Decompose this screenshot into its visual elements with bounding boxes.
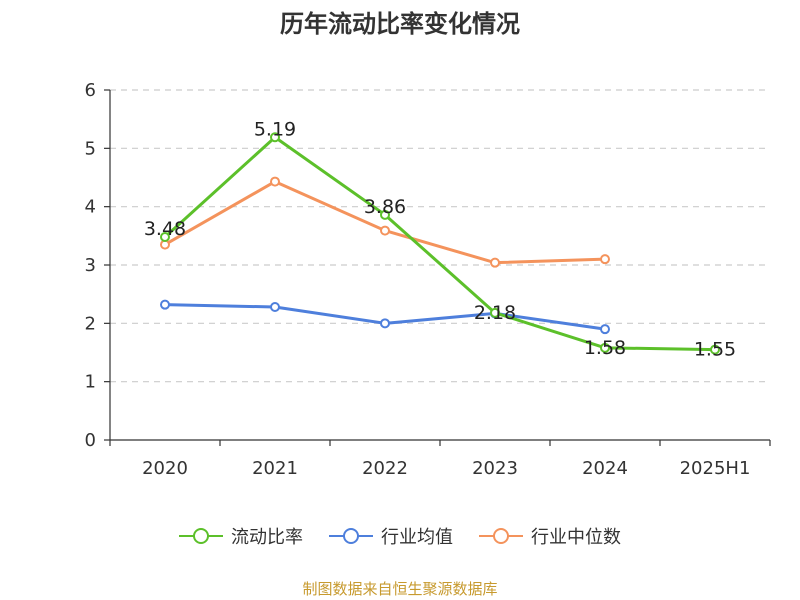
series-line-2	[164, 180, 606, 265]
source-note: 制图数据来自恒生聚源数据库	[302, 580, 498, 598]
legend-swatch-industry-mean	[329, 528, 373, 544]
series-line-0	[163, 135, 716, 352]
y-tick-label: 6	[85, 80, 96, 101]
x-tick-label: 2022	[362, 458, 408, 479]
data-label: 5.19	[254, 118, 296, 140]
legend-swatch-industry-median	[479, 528, 523, 544]
data-point-0	[270, 132, 280, 143]
x-tick-label: 2021	[252, 458, 298, 479]
data-point-0	[380, 209, 390, 220]
data-point-1	[380, 318, 390, 329]
data-point-0	[490, 307, 500, 318]
data-point-2	[490, 257, 500, 268]
legend[interactable]: 流动比率 行业均值 行业中位数	[0, 520, 800, 552]
x-tick-label: 2023	[472, 458, 518, 479]
y-tick-label: 2	[85, 313, 96, 334]
y-tick-label: 0	[85, 430, 96, 451]
legend-swatch-current-ratio	[179, 528, 223, 544]
y-tick-label: 3	[85, 255, 96, 276]
data-label: 3.86	[364, 196, 406, 218]
x-tick-label: 2025H1	[680, 458, 751, 479]
data-point-0	[710, 344, 720, 355]
legend-label-industry-mean: 行业均值	[381, 527, 453, 548]
data-point-1	[270, 302, 280, 312]
data-point-2	[600, 254, 610, 265]
data-point-2	[270, 176, 280, 187]
data-label: 3.48	[144, 218, 186, 240]
x-tick-label: 2020	[142, 458, 188, 479]
data-label: 2.18	[474, 302, 516, 324]
data-point-0	[160, 232, 170, 242]
data-label: 1.58	[584, 337, 626, 359]
data-point-1	[160, 299, 170, 310]
legend-item-industry-mean[interactable]: 行业均值	[329, 523, 453, 549]
y-tick-label: 1	[85, 372, 96, 393]
y-tick-label: 5	[85, 138, 96, 159]
data-point-0	[600, 342, 610, 353]
data-point-2	[380, 225, 390, 236]
legend-item-industry-median[interactable]: 行业中位数	[479, 523, 621, 549]
y-tick-label: 4	[85, 197, 96, 218]
legend-item-current-ratio[interactable]: 流动比率	[179, 523, 303, 549]
legend-label-industry-median: 行业中位数	[531, 527, 621, 548]
data-point-1	[600, 324, 610, 335]
data-label: 1.55	[694, 339, 736, 361]
legend-label-current-ratio: 流动比率	[231, 527, 303, 548]
x-tick-label: 2024	[582, 458, 628, 479]
chart-title: 历年流动比率变化情况	[280, 10, 520, 38]
